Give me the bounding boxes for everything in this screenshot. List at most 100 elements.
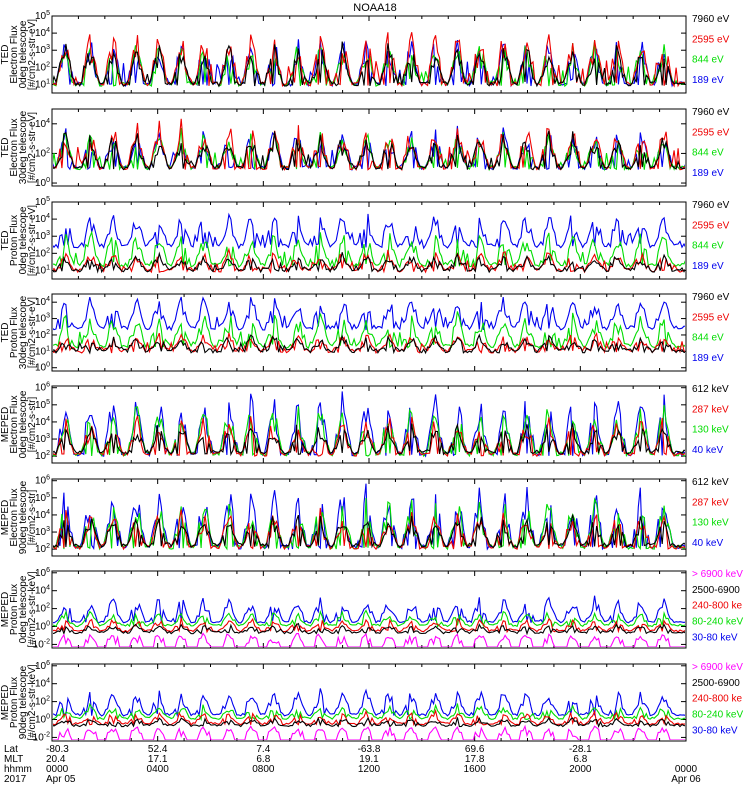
y-label-line: MEPED: [0, 500, 11, 536]
series-green: [53, 311, 685, 350]
y-label-line: Electron Flux: [9, 25, 20, 83]
legend-entry: 240-800 ke: [692, 601, 742, 612]
series-black: [53, 130, 685, 171]
series-blue: [53, 391, 685, 458]
legend-entry: 40 keV: [692, 445, 723, 456]
y-label-line: Proton Flux: [9, 215, 20, 266]
legend-entry: 844 eV: [692, 55, 724, 66]
y-axis-label: TEDElectron Flux0deg telescope[#/cm2-s-s…: [0, 19, 38, 90]
series-black: [53, 41, 685, 88]
legend-entry: 189 eV: [692, 75, 724, 86]
y-axis-label: TEDElectron Flux30deg telescope[#/cm2-s-…: [0, 110, 38, 184]
legend-entry: 7960 eV: [692, 200, 730, 211]
panel-frame: [51, 15, 687, 94]
y-tick-label: 100: [35, 177, 50, 189]
legend-entry: 80-240 keV: [692, 617, 743, 628]
series-red: [53, 332, 685, 355]
figure-title: NOAA18: [353, 2, 396, 14]
y-label-line: TED: [0, 138, 11, 158]
y-label-line: 90deg telescope: [18, 480, 29, 554]
y-tick-label: 105: [35, 10, 50, 22]
series-traces: [53, 118, 685, 172]
series-blue: [53, 212, 685, 250]
series-black: [53, 716, 685, 729]
legend-entry: 844 eV: [692, 241, 724, 252]
y-label-line: [#/cm2-s-str]: [27, 490, 38, 546]
y-label-line: [#/cm2-s-str-eV]: [27, 112, 38, 183]
legend-entry: 844 eV: [692, 148, 724, 159]
y-axis-label: MEPEDProton Flux0deg telescope[#/cm2-s-s…: [0, 571, 38, 647]
legend-entry: 130 keV: [692, 425, 729, 436]
y-tick-label: 102: [35, 543, 50, 555]
y-tick-label: 106: [35, 567, 50, 579]
legend-entry: 30-80 keV: [692, 725, 738, 736]
y-tick-label: 101: [35, 264, 50, 276]
y-label-line: [#/cm2-s-str-eV]: [27, 19, 38, 90]
series-black: [53, 622, 685, 636]
legend-entry: 7960 eV: [692, 107, 730, 118]
y-label-line: 0deg telescope: [18, 20, 29, 88]
legend-entry: 612 keV: [692, 384, 729, 395]
x-tick-date: Apr 06: [671, 774, 701, 785]
y-tick-label: 101: [35, 345, 50, 357]
y-label-line: 90deg telescope: [18, 665, 29, 739]
series-black: [53, 251, 685, 274]
series-green: [53, 702, 685, 722]
y-tick-label: 106: [35, 660, 50, 672]
x-tick-lat: 7.4: [256, 744, 270, 755]
x-row-label: hhmm: [4, 764, 32, 775]
y-tick-label: 104: [35, 118, 50, 130]
y-tick-label: 104: [35, 585, 50, 597]
y-label-line: 0deg telescope: [18, 390, 29, 458]
y-label-line: Electron Flux: [9, 118, 20, 176]
y-label-line: TED: [0, 323, 11, 343]
y-label-line: [#/cm2-s-str-eV]: [27, 297, 38, 368]
y-tick-label: 105: [35, 492, 50, 504]
legend-entry: 130 keV: [692, 518, 729, 529]
panel-frame: [51, 201, 687, 280]
y-tick-label: 102: [35, 450, 50, 462]
y-tick-label: 100: [35, 714, 50, 726]
y-label-line: 30deg telescope: [18, 295, 29, 369]
x-row-label: Lat: [4, 744, 18, 755]
legend-entry: 240-800 ke: [692, 694, 742, 705]
y-label-line: MEPED: [0, 685, 11, 721]
y-axis-label: MEPEDElectron Flux90deg telescope[#/cm2-…: [0, 480, 38, 554]
x-tick-hhmm: 2000: [569, 764, 592, 775]
y-tick-label: 100: [35, 621, 50, 633]
series-traces: [53, 688, 685, 740]
y-label-line: MEPED: [0, 592, 11, 628]
x-tick-mlt: 19.1: [359, 754, 379, 765]
y-label-line: Electron Flux: [9, 488, 20, 546]
y-label-line: 30deg telescope: [18, 110, 29, 184]
x-row-label: 2017: [4, 774, 27, 785]
x-tick-hhmm: 0000: [675, 764, 698, 775]
y-tick-label: 102: [35, 247, 50, 259]
y-label-line: [#/cm2-s-str-keV]: [27, 664, 38, 740]
series-traces: [53, 483, 685, 551]
y-tick-label: 104: [35, 27, 50, 39]
legend-entry: 30-80 keV: [692, 632, 738, 643]
y-label-line: TED: [0, 45, 11, 65]
y-tick-label: 102: [35, 696, 50, 708]
x-tick-lat: -28.1: [569, 744, 592, 755]
series-traces: [53, 296, 685, 355]
y-axis-label: TEDProton Flux30deg telescope[#/cm2-s-st…: [0, 295, 38, 369]
y-label-line: TED: [0, 231, 11, 251]
y-tick-label: 104: [35, 213, 50, 225]
x-tick-mlt: 17.8: [465, 754, 485, 765]
legend-entry: 612 keV: [692, 477, 729, 488]
series-red: [53, 617, 685, 634]
y-tick-label: 104: [35, 509, 50, 521]
y-tick-label: 105: [35, 399, 50, 411]
y-label-line: 0deg telescope: [18, 206, 29, 274]
y-tick-label: 104: [35, 416, 50, 428]
series-blue: [53, 296, 685, 332]
y-tick-label: 10-2: [33, 731, 50, 743]
y-tick-label: 103: [35, 433, 50, 445]
legend-entry: 189 eV: [692, 261, 724, 272]
